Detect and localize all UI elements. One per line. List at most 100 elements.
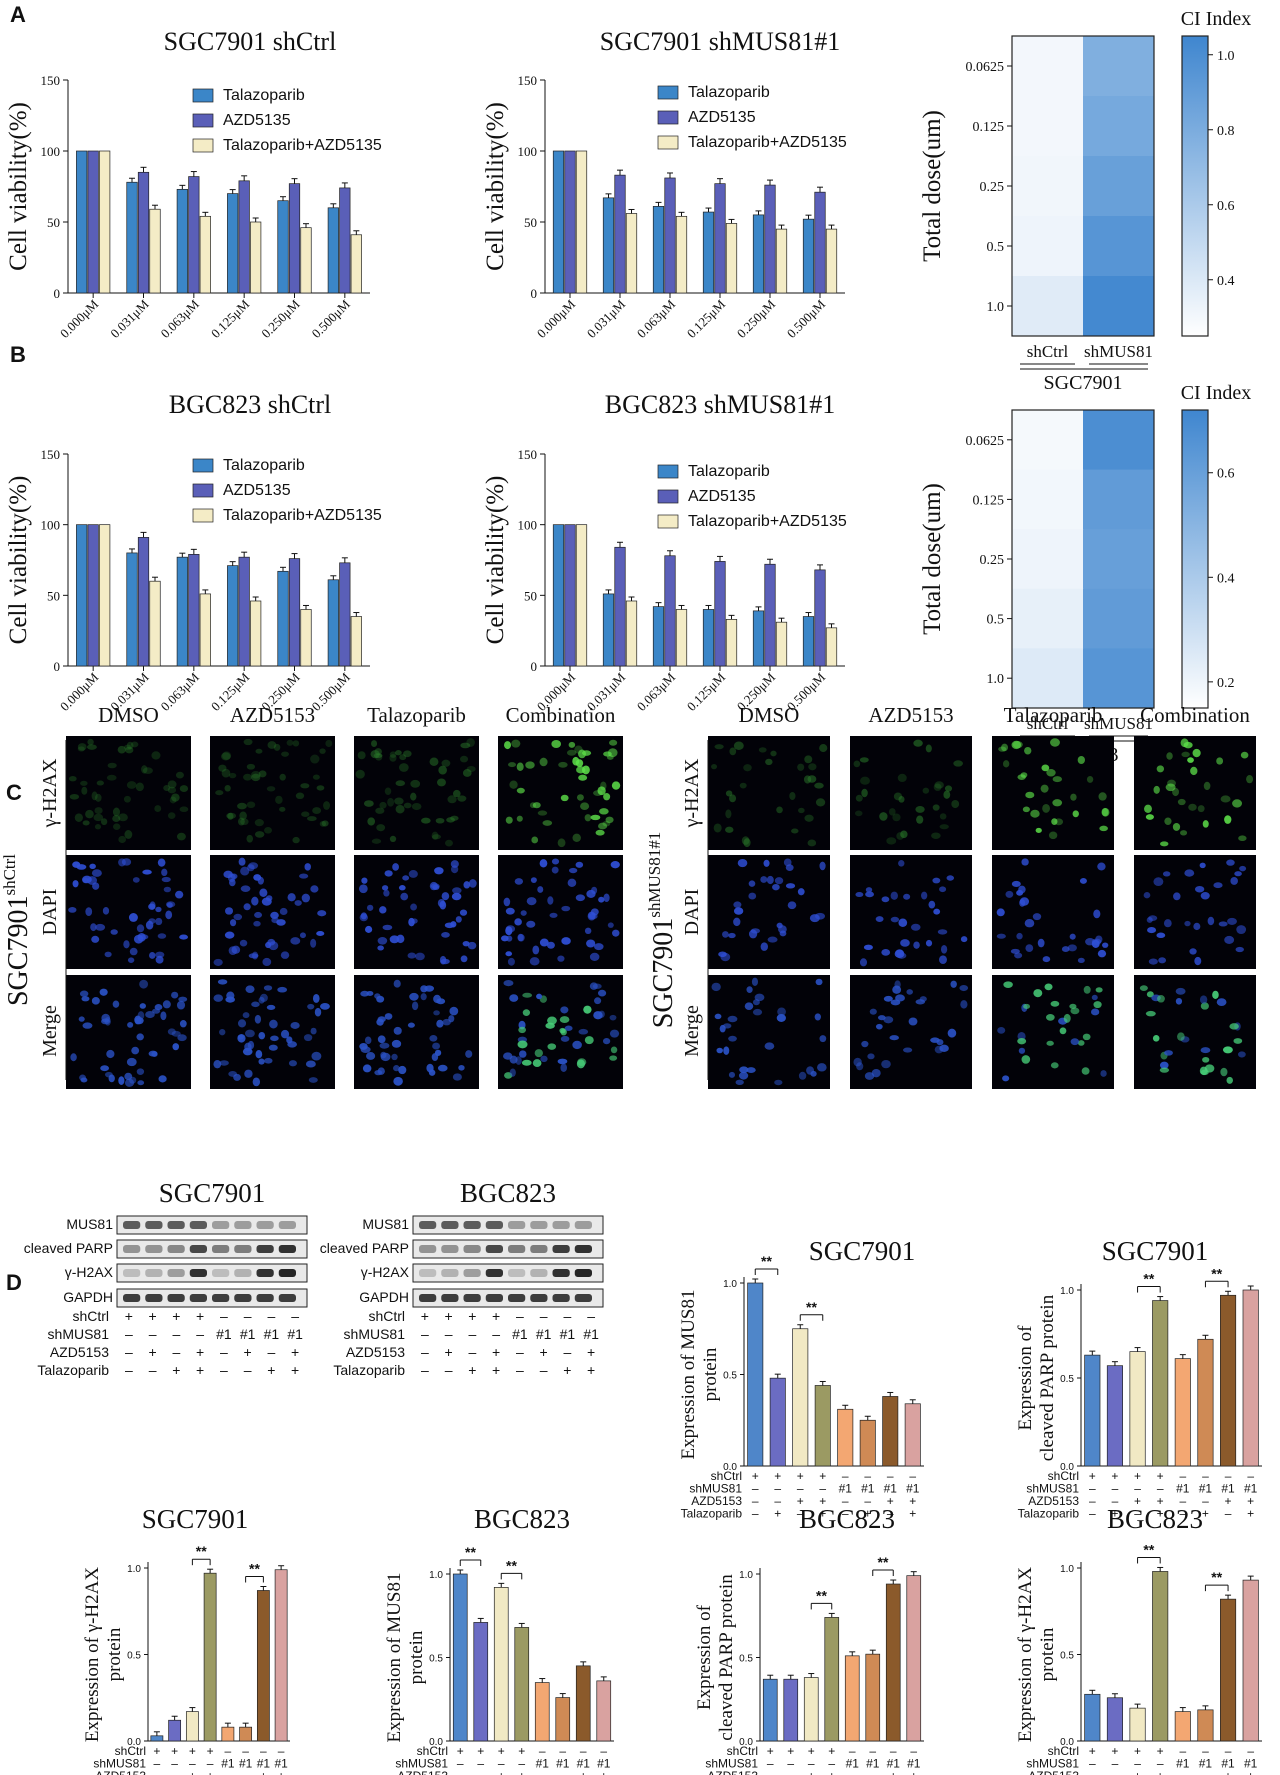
nucleus [154, 805, 162, 812]
nucleus [1163, 919, 1172, 928]
heatmap-cell [1083, 529, 1155, 590]
colorbar-label: 0.2 [1217, 676, 1235, 691]
nucleus [1143, 892, 1151, 899]
nucleus [1017, 1037, 1027, 1045]
nucleus [106, 774, 117, 781]
nucleus [429, 1034, 438, 1042]
nucleus [175, 890, 184, 899]
micrograph-tile [708, 855, 830, 969]
nucleus [112, 823, 121, 831]
nucleus [410, 792, 417, 801]
nucleus [407, 1022, 415, 1028]
nucleus [281, 751, 289, 757]
nucleus [367, 817, 376, 826]
bar [493, 1587, 509, 1742]
y-tick-label: 0.0 [723, 1462, 737, 1473]
bar [327, 579, 339, 667]
nucleus [575, 861, 584, 868]
nucleus [223, 870, 233, 879]
bar [238, 180, 250, 294]
condition-mark: – [1089, 1482, 1096, 1496]
bar [769, 1377, 786, 1467]
nucleus [371, 838, 382, 844]
nucleus [522, 992, 533, 998]
column-label: shMUS81 [1084, 342, 1153, 361]
nucleus [1040, 784, 1049, 793]
sig-label: ** [806, 1299, 817, 1315]
condition-mark: – [189, 1757, 196, 1771]
nucleus [268, 1044, 278, 1051]
condition-mark: – [752, 1482, 759, 1496]
condition-mark: – [1202, 1494, 1209, 1508]
nucleus [785, 883, 796, 889]
condition-label: shMUS81 [1026, 1757, 1079, 1771]
nucleus [308, 1077, 318, 1083]
nucleus [1024, 918, 1035, 928]
colorbar-label: 1.0 [1217, 49, 1235, 64]
nucleus [70, 1053, 77, 1062]
protein-band [145, 1245, 163, 1253]
nucleus [1200, 1002, 1209, 1010]
sig-label: ** [196, 1543, 207, 1559]
nucleus [561, 937, 571, 945]
bar [725, 223, 738, 294]
nucleus [364, 1036, 372, 1045]
nucleus [547, 896, 554, 905]
nucleus [1233, 1038, 1243, 1044]
nucleus [431, 831, 439, 840]
condition-mark: #1 [221, 1757, 235, 1771]
nucleus [167, 812, 176, 820]
condition-mark: + [468, 1362, 476, 1378]
nucleus [595, 829, 605, 836]
panel-letter-c: C [6, 780, 22, 805]
nucleus [1024, 746, 1032, 755]
nucleus [754, 993, 765, 1002]
condition-mark: – [1134, 1482, 1141, 1496]
nucleus [320, 1003, 330, 1010]
nucleus [363, 800, 374, 807]
condition-label: AZD5153 [1028, 1769, 1079, 1775]
condition-mark: – [1225, 1744, 1232, 1758]
nucleus [118, 858, 126, 867]
condition-mark: + [291, 1362, 299, 1378]
nucleus [258, 1031, 266, 1040]
cell-line-label: SGC7901shMUS81#1 [645, 832, 679, 1028]
nucleus [1200, 1047, 1211, 1054]
nucleus [377, 1016, 386, 1023]
condition-mark: – [516, 1362, 524, 1378]
nucleus [532, 945, 540, 955]
bar [602, 197, 615, 294]
bar [126, 181, 138, 294]
condition-mark: – [225, 1744, 232, 1758]
condition-mark: – [477, 1757, 484, 1771]
condition-mark: + [196, 1308, 204, 1324]
bar [904, 1403, 921, 1467]
nucleus [68, 776, 77, 782]
y-tick-label: 0.5 [739, 1654, 753, 1665]
nucleus [1216, 998, 1227, 1007]
condition-mark: #1 [536, 1757, 550, 1771]
condition-mark: – [171, 1769, 178, 1775]
condition-mark: – [125, 1344, 133, 1360]
protein-band [552, 1269, 570, 1277]
bar [775, 621, 788, 667]
nucleus [898, 859, 905, 867]
condition-mark: – [149, 1326, 157, 1342]
condition-mark: + [828, 1769, 835, 1775]
nucleus [455, 916, 462, 923]
nucleus [1099, 825, 1108, 832]
legend-swatch [192, 113, 214, 128]
nucleus [371, 740, 378, 747]
y-tick-label: 100 [518, 144, 538, 159]
nucleus [1173, 892, 1181, 901]
legend-label: Talazoparib+AZD5135 [688, 513, 847, 530]
y-tick-label: 0 [54, 659, 61, 674]
nucleus [466, 738, 475, 747]
condition-mark: – [125, 1326, 133, 1342]
nucleus [953, 760, 963, 767]
protein-band [530, 1294, 548, 1302]
nucleus [392, 863, 399, 871]
nucleus [557, 1058, 568, 1065]
nucleus [572, 833, 581, 842]
nucleus [722, 931, 729, 938]
